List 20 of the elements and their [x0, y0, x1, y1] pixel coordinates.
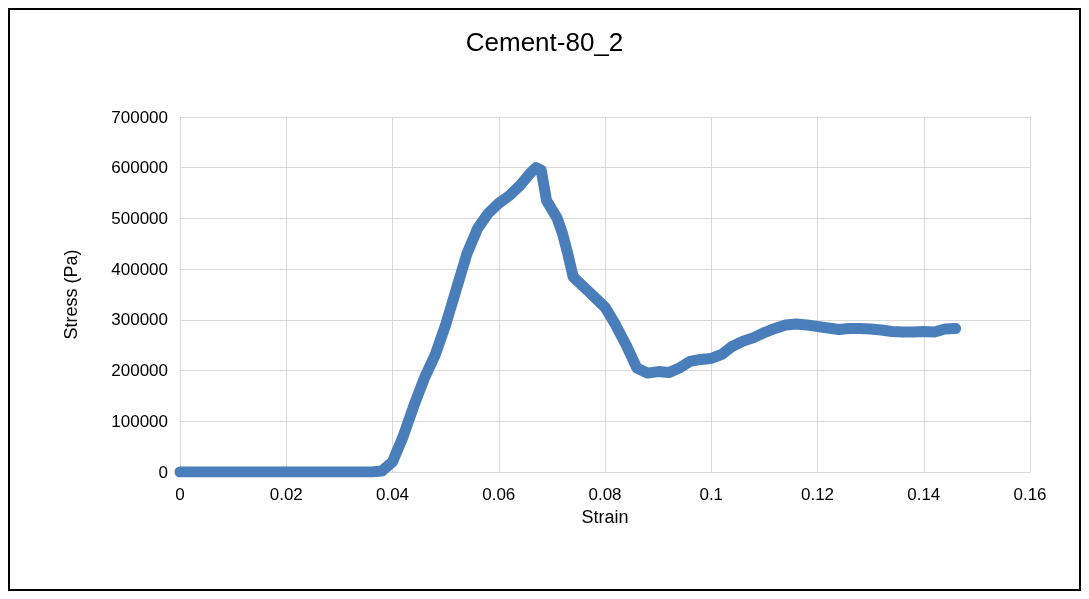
x-tick-label: 0.12 [800, 485, 835, 504]
x-tick-label: 0.02 [269, 485, 303, 504]
x-tick-label: 0.06 [482, 485, 516, 504]
x-tick-label: 0.08 [588, 485, 622, 504]
x-tick-label: 0.14 [907, 485, 941, 504]
x-tick-label: 0.1 [699, 485, 724, 504]
y-axis-title: Stress (Pa) [61, 249, 81, 340]
x-tick-label: 0.04 [375, 485, 410, 504]
y-tick-label: 200000 [111, 361, 168, 381]
y-tick-label: 300000 [111, 310, 168, 330]
y-tick-label: 600000 [111, 158, 168, 178]
x-tick-label: 0 [175, 485, 185, 504]
x-tick-label: 0.16 [1013, 485, 1047, 504]
y-tick-label: 500000 [111, 208, 168, 228]
x-axis-title: Strain [581, 507, 629, 527]
y-tick-label: 100000 [111, 411, 168, 431]
chart-title: Cement-80_2 [465, 27, 624, 57]
y-tick-label: 400000 [111, 259, 168, 279]
y-tick-label: 700000 [111, 107, 168, 127]
y-tick-label: 0 [158, 462, 168, 482]
